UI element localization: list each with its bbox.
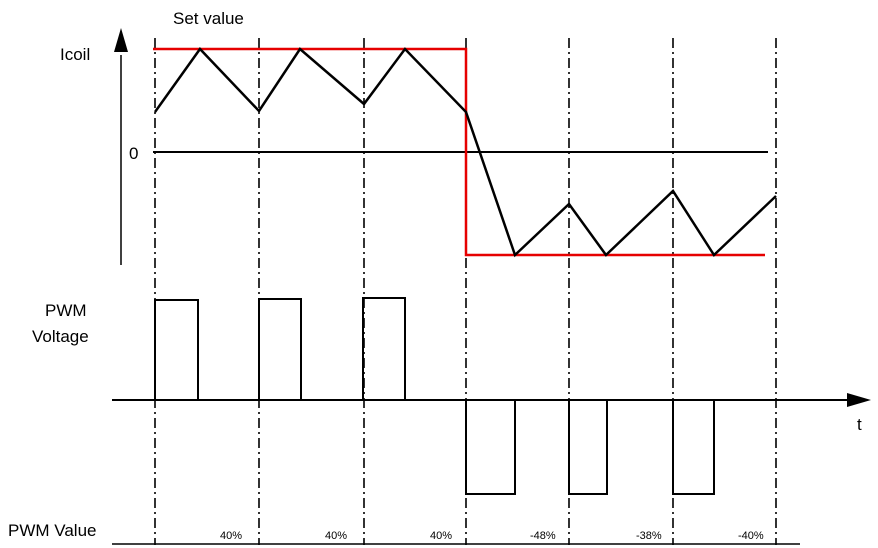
pwm-value-label: PWM Value [8,521,97,540]
pwm-value-1: 40% [220,530,242,542]
pwm-pulse-positive-1 [154,299,199,400]
pwm-value-4: -48% [530,530,556,542]
pwm-voltage-pulses [154,297,715,495]
pwm-value-6: -40% [738,530,764,542]
pwm-voltage-label-line1: PWM [45,301,87,320]
pwm-voltage-label-line2: Voltage [32,327,89,346]
icoil-axis-arrow-icon [114,28,128,52]
pwm-value-3: 40% [430,530,452,542]
time-axis-label: t [857,415,862,434]
zero-label: 0 [129,144,138,163]
pwm-pulse-negative-2 [568,400,608,495]
time-axis [112,393,871,407]
pwm-pulse-positive-3 [362,297,406,400]
time-axis-arrow-icon [847,393,871,407]
pwm-pulse-negative-3 [672,400,715,495]
icoil-label: Icoil [60,45,90,64]
set-value-label: Set value [173,9,244,28]
pwm-pulse-negative-1 [465,400,516,495]
pwm-value-2: 40% [325,530,347,542]
pwm-value-5: -38% [636,530,662,542]
icoil-axis [114,28,128,265]
set-value-line [153,47,765,257]
coil-current-waveform [153,47,777,258]
pwm-pulse-positive-2 [258,298,302,400]
